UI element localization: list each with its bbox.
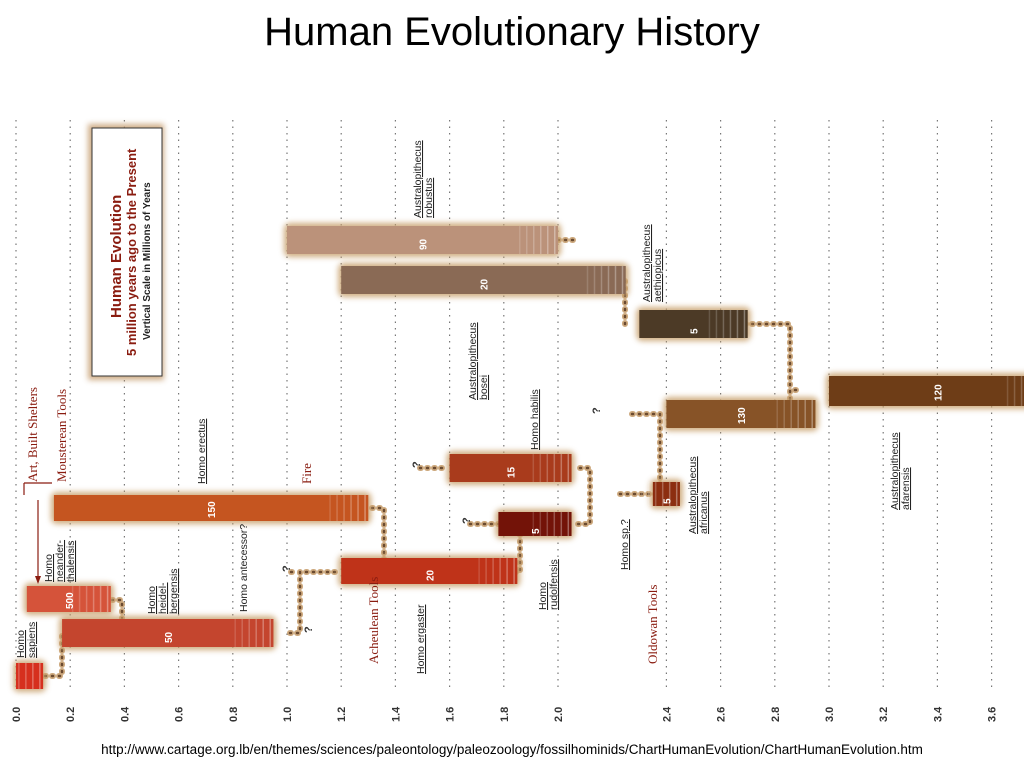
species-bar: 500 [23,583,114,615]
tick-label: 0.0 [11,707,23,722]
species-label: Homo [15,630,27,658]
species-bar: 15 [446,451,575,485]
tick-label: 0.4 [119,706,131,722]
uncertainty-mark: ? [303,626,315,633]
tick-label: 3.2 [878,707,890,722]
species-label: sapiens [26,622,38,658]
legend-box: Human Evolution 5 million years ago to t… [88,124,164,380]
uncertainty-mark: ? [461,517,473,524]
species-label: robustus [423,178,435,218]
bar-value-label: 130 [737,407,748,424]
species-label: Homo ergaster [415,604,427,674]
species-bars: 50 500 150 20 5 15 5 130 90 20 5 120 [4,223,1024,692]
bar-value-label: 5 [690,328,701,334]
species-label: heidel- [157,582,169,614]
species-label: Australopithecus [641,224,653,302]
bar-value-label: 5 [662,498,673,504]
annotation-mousterean-tools: Mousterean Tools [54,389,69,482]
species-label: Homo habilis [529,389,541,450]
species-label: africanus [698,491,710,534]
bar-value-label: 500 [65,592,76,609]
tick-label: 0.8 [228,707,240,722]
species-label: Homo sp.? [619,519,631,570]
ancestry-connector-core [576,466,592,526]
species-label: aethiopicus [652,249,664,302]
legend-scale-note: Vertical Scale in Millions of Years [142,182,153,340]
ancestry-connector-core [768,388,802,416]
uncertainty-mark: ? [281,565,293,572]
species-bar: 5 [636,307,751,341]
legend-title: Human Evolution [108,195,125,318]
species-label: Homo [537,582,549,610]
species-bar: 5 [495,509,575,539]
tick-label: 1.6 [445,707,457,722]
tick-label: 1.2 [336,707,348,722]
species-label: bergensis [168,568,180,614]
tick-label: 2.4 [661,706,673,722]
tick-label: 2.8 [770,707,782,722]
tick-label: 1.4 [390,706,402,722]
annotation-acheulean-line: Acheulean Tools [366,577,381,664]
species-bar: 90 [284,223,561,257]
tick-label: 0.6 [174,707,186,722]
species-label: afarensis [900,467,912,510]
tick-label: 2.6 [716,707,728,722]
species-label: Australopithecus [687,456,699,534]
tick-labels: 0.0 0.2 0.4 0.6 0.8 1.0 1.2 1.4 1.6 1.8 2.0 2.4 2.6 2… [11,706,999,722]
annotation-art-shelters: Art, Built Shelters [25,387,40,482]
ancestry-connector-core [618,412,662,496]
species-label: neander- [54,539,66,582]
ancestry-connector-core [288,570,337,635]
ancestry-connector [369,505,387,575]
species-label: Homo [146,586,158,614]
culture-annotations: Art, Built Shelters Mousterean Tools Fir… [23,387,660,664]
tick-label: 1.0 [282,707,294,722]
species-bar: 150 [50,492,372,524]
bar-value-label: 90 [419,238,430,250]
legend-subtitle: 5 million years ago to the Present [124,148,139,356]
bar-value-label: 5 [531,528,542,534]
ancestry-connector [287,569,338,636]
bar-value-label: 20 [425,569,436,581]
tick-label: 0.2 [65,707,77,722]
species-label: thalensis [65,541,77,582]
species-bar [4,660,47,692]
species-label: Australopithecus [412,140,424,218]
tick-label: 3.6 [987,707,999,722]
label-homo-antecessor: Homo antecessor? [238,524,250,612]
bar-value-label: 50 [164,631,175,643]
tick-label: 3.4 [932,706,944,722]
ancestry-connector [575,465,593,527]
slide-title: Human Evolutionary History [264,10,760,54]
bar-value-label: 150 [207,501,218,518]
uncertainty-mark: ? [411,461,423,468]
species-label: rudolfensis [548,559,560,610]
bar-value-label: 20 [479,278,490,290]
species-label: Australopithecus [889,432,901,510]
tick-label: 2.0 [553,707,565,722]
species-label: Australopithecus [467,322,479,400]
species-bar: 5 [640,479,683,509]
tick-label: 1.8 [499,707,511,722]
species-label: Homo [43,554,55,582]
species-bar: 120 [826,373,1024,409]
species-bar: 130 [663,397,819,431]
uncertainty-mark: ? [591,407,603,414]
tick-label: 3.0 [824,707,836,722]
species-label: bosei [478,375,490,400]
annotation-oldowan-tools: Oldowan Tools [645,585,660,664]
species-bar: 20 [338,263,629,297]
bar-value-label: 120 [933,384,944,401]
evolution-chart: 0.0 0.2 0.4 0.6 0.8 1.0 1.2 1.4 1.6 1.8 2.0 2.4 2.6 2… [4,120,1024,722]
grid-lines [15,120,993,690]
bar-value-label: 15 [507,466,518,478]
source-url: http://www.cartage.org.lb/en/themes/scie… [101,742,923,757]
annotation-fire: Fire [299,463,314,484]
species-bar: 20 [338,555,521,587]
species-bar: 50 [59,616,277,650]
annotation-acheulean-tools: Acheulean Tools [366,577,381,664]
species-label: Homo erectus [196,419,208,484]
